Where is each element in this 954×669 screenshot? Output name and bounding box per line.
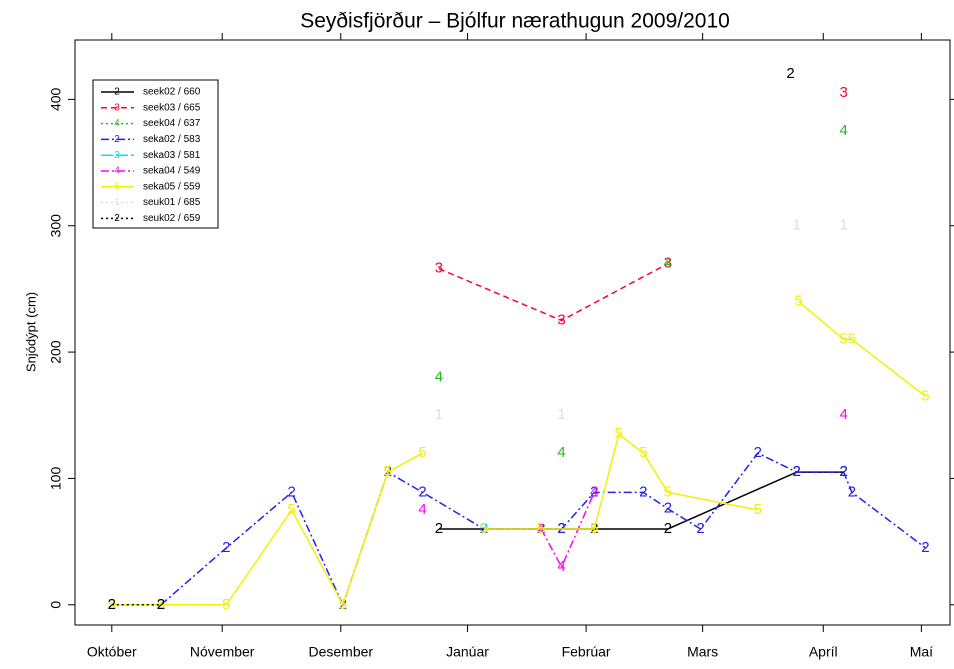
point-marker: 4 bbox=[664, 255, 672, 272]
point-marker: 5 bbox=[157, 596, 165, 613]
chart-title: Seyðisfjörður – Bjólfur nærathugun 2009/… bbox=[300, 10, 730, 33]
point-marker: 1 bbox=[792, 217, 800, 234]
point-marker: 5 bbox=[418, 444, 426, 461]
x-tick-label: Apríl bbox=[809, 644, 838, 660]
legend-label: seek02 / 660 bbox=[143, 87, 201, 98]
y-tick-label: 400 bbox=[48, 87, 64, 111]
legend-marker: 2 bbox=[114, 213, 120, 224]
x-tick-label: Febrúar bbox=[562, 644, 611, 660]
point-marker: 2 bbox=[590, 483, 598, 500]
point-marker: 5 bbox=[590, 520, 598, 537]
point-marker: 2 bbox=[754, 444, 762, 461]
point-marker: 2 bbox=[848, 483, 856, 500]
point-marker: 1 bbox=[435, 406, 443, 423]
legend-label: seek04 / 637 bbox=[143, 118, 201, 129]
y-tick-label: 100 bbox=[48, 467, 64, 491]
point-marker: 2 bbox=[840, 463, 848, 480]
point-marker: 2 bbox=[786, 65, 794, 82]
y-axis-label: Snjódýpt (cm) bbox=[23, 292, 38, 372]
point-marker: 2 bbox=[921, 539, 929, 556]
point-marker: 2 bbox=[664, 520, 672, 537]
x-tick-label: Desember bbox=[308, 644, 373, 660]
point-marker: 1 bbox=[840, 217, 848, 234]
point-marker: 2 bbox=[435, 520, 443, 537]
point-marker: 5 bbox=[615, 425, 623, 442]
point-marker: 3 bbox=[435, 260, 443, 277]
point-marker: 4 bbox=[840, 122, 848, 139]
point-marker: 3 bbox=[557, 311, 565, 328]
y-tick-label: 200 bbox=[48, 340, 64, 364]
series-line bbox=[111, 452, 423, 607]
series-line bbox=[483, 432, 758, 530]
point-marker: 5 bbox=[848, 330, 856, 347]
legend-marker: 1 bbox=[114, 197, 120, 208]
point-marker: 4 bbox=[418, 501, 426, 518]
legend-label: seka03 / 581 bbox=[143, 150, 201, 161]
series-line bbox=[438, 471, 844, 530]
point-marker: 4 bbox=[557, 558, 565, 575]
series-line bbox=[540, 492, 595, 569]
legend-marker: 5 bbox=[114, 181, 120, 192]
legend-label: seka02 / 583 bbox=[143, 134, 201, 145]
point-marker: 5 bbox=[222, 596, 230, 613]
y-tick-label: 0 bbox=[48, 601, 64, 609]
series-line bbox=[798, 300, 926, 397]
point-marker: 5 bbox=[754, 501, 762, 518]
point-marker: 2 bbox=[664, 500, 672, 517]
y-tick-label: 300 bbox=[48, 214, 64, 238]
legend-marker: 4 bbox=[114, 118, 120, 129]
point-marker: 4 bbox=[590, 483, 598, 500]
point-marker: 5 bbox=[480, 520, 488, 537]
plot-frame bbox=[74, 39, 951, 626]
point-marker: 3 bbox=[664, 255, 672, 272]
point-marker: 2 bbox=[792, 463, 800, 480]
point-marker: 5 bbox=[339, 596, 347, 613]
point-marker: 2 bbox=[288, 483, 296, 500]
x-tick-label: Október bbox=[87, 644, 137, 660]
legend-box bbox=[92, 79, 219, 229]
legend-marker: 4 bbox=[114, 166, 120, 177]
point-marker: 5 bbox=[840, 330, 848, 347]
series-line bbox=[160, 452, 926, 607]
point-marker: 5 bbox=[795, 293, 803, 310]
legend-label: seuk02 / 659 bbox=[143, 213, 201, 224]
point-marker: 2 bbox=[108, 596, 116, 613]
series-line bbox=[438, 262, 669, 322]
legend-marker: 2 bbox=[114, 134, 120, 145]
legend-label: seuk01 / 685 bbox=[143, 197, 201, 208]
point-marker: 4 bbox=[435, 368, 443, 385]
legend-label: seka04 / 549 bbox=[143, 166, 201, 177]
legend-marker: 2 bbox=[114, 87, 120, 98]
point-marker: 5 bbox=[921, 387, 929, 404]
x-tick-label: Mars bbox=[687, 644, 718, 660]
x-tick-label: Janúar bbox=[446, 644, 489, 660]
point-marker: 2 bbox=[157, 596, 165, 613]
legend-marker: 3 bbox=[114, 102, 120, 113]
point-marker: 5 bbox=[384, 463, 392, 480]
x-tick-label: Maí bbox=[910, 644, 933, 660]
point-marker: 5 bbox=[537, 520, 545, 537]
point-marker: 4 bbox=[840, 406, 848, 423]
legend-label: seek03 / 665 bbox=[143, 102, 201, 113]
point-marker: 5 bbox=[288, 501, 296, 518]
point-marker: 4 bbox=[557, 444, 565, 461]
point-marker: 1 bbox=[557, 406, 565, 423]
point-marker: 2 bbox=[639, 483, 647, 500]
point-marker: 3 bbox=[840, 84, 848, 101]
point-marker: 2 bbox=[222, 539, 230, 556]
point-marker: 5 bbox=[639, 444, 647, 461]
legend-label: seka05 / 559 bbox=[143, 181, 201, 192]
point-marker: 5 bbox=[664, 483, 672, 500]
legend-marker: 3 bbox=[114, 150, 120, 161]
point-marker: 2 bbox=[696, 520, 704, 537]
point-marker: 2 bbox=[418, 483, 426, 500]
x-tick-label: Nóvember bbox=[190, 644, 255, 660]
